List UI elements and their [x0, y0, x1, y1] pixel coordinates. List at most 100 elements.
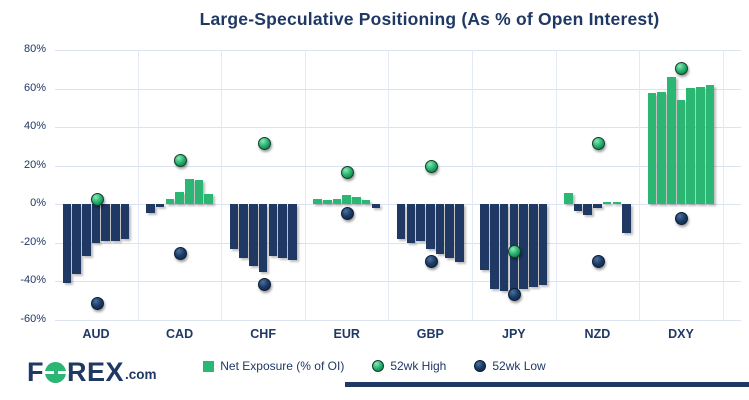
- bar-gbp-2: [406, 204, 416, 243]
- legend: Net Exposure (% of OI) 52wk High 52wk Lo…: [0, 359, 749, 373]
- dot-52wk-high-nzd: [591, 137, 605, 151]
- bar-jpy-1: [480, 204, 490, 270]
- legend-label-52wk-low: 52wk Low: [492, 359, 546, 373]
- category-separator: [472, 50, 474, 320]
- dot-52wk-high-jpy: [508, 245, 522, 259]
- bar-gbp-7: [455, 204, 464, 263]
- bar-nzd-3: [583, 204, 592, 215]
- forex-logo: F REX .com: [27, 359, 157, 386]
- category-separator: [137, 50, 139, 320]
- bar-aud-5: [101, 204, 110, 241]
- legend-item-52wk-high: 52wk High: [372, 359, 446, 373]
- bar-nzd-1: [564, 192, 573, 205]
- logo-suffix: .com: [125, 367, 157, 382]
- x-axis-label-nzd: NZD: [584, 327, 611, 341]
- x-axis-label-jpy: JPY: [502, 327, 526, 341]
- bar-eur-3: [332, 198, 342, 205]
- y-tick-label: 80%: [23, 43, 46, 55]
- 52wk-low-marker-icon: [474, 360, 487, 372]
- bar-aud-7: [120, 204, 130, 239]
- bar-aud-6: [111, 204, 120, 241]
- bar-chf-4: [258, 204, 268, 272]
- bar-dxy-6: [696, 86, 705, 205]
- category-separator: [722, 50, 724, 320]
- x-axis-label-aud: AUD: [82, 327, 110, 341]
- gridline: [55, 50, 741, 51]
- x-axis-label-gbp: GBP: [416, 327, 444, 341]
- bar-gbp-5: [435, 204, 445, 255]
- bar-dxy-7: [705, 84, 715, 205]
- category-separator: [304, 50, 306, 320]
- bar-chf-6: [278, 204, 287, 259]
- bar-gbp-1: [396, 204, 406, 239]
- legend-label-52wk-high: 52wk High: [390, 359, 447, 373]
- category-separator: [221, 50, 223, 320]
- bar-cad-1: [146, 204, 155, 213]
- bar-eur-2: [323, 200, 332, 205]
- bar-dxy-5: [686, 87, 695, 205]
- bar-cad-6: [194, 180, 204, 205]
- gridline: [55, 320, 741, 321]
- bar-aud-4: [91, 204, 101, 243]
- dot-52wk-low-jpy: [508, 287, 522, 301]
- dot-52wk-high-chf: [257, 137, 271, 151]
- bar-chf-7: [287, 204, 297, 261]
- bar-chf-3: [249, 204, 258, 266]
- bar-cad-4: [175, 191, 184, 205]
- bar-aud-2: [72, 204, 81, 274]
- bar-eur-6: [361, 200, 371, 205]
- dot-52wk-low-chf: [257, 277, 271, 291]
- bar-aud-1: [62, 204, 72, 284]
- forex-o-stem: [53, 370, 58, 374]
- dot-52wk-low-gbp: [424, 254, 438, 268]
- category-separator: [388, 50, 390, 320]
- chart-title: Large-Speculative Positioning (As % of O…: [199, 9, 660, 29]
- bar-chf-1: [229, 204, 239, 249]
- bar-jpy-2: [490, 204, 499, 290]
- y-tick-label: -20%: [20, 235, 46, 248]
- bar-dxy-2: [657, 92, 666, 205]
- y-tick-label: 40%: [23, 120, 46, 133]
- bar-cad-2: [155, 204, 165, 208]
- bar-eur-7: [371, 204, 381, 209]
- bar-chf-2: [239, 204, 249, 259]
- y-tick-label: -60%: [20, 313, 46, 325]
- gridline: [55, 88, 741, 90]
- bar-gbp-6: [445, 204, 454, 259]
- bar-eur-4: [342, 194, 351, 205]
- bar-eur-1: [313, 199, 322, 205]
- bar-nzd-2: [573, 204, 583, 212]
- dot-52wk-low-dxy: [675, 212, 689, 226]
- logo-letters-rex: REX: [67, 357, 125, 387]
- gridline: [55, 127, 741, 129]
- gridline: [55, 242, 741, 244]
- bar-dxy-4: [676, 100, 686, 205]
- bar-dxy-3: [666, 77, 676, 205]
- bar-jpy-3: [499, 204, 509, 292]
- x-axis-label-chf: CHF: [250, 327, 276, 341]
- dot-52wk-low-nzd: [591, 254, 605, 268]
- category-separator: [639, 50, 641, 320]
- dot-52wk-low-cad: [174, 247, 188, 260]
- bar-cad-7: [204, 193, 213, 205]
- bar-gbp-3: [416, 204, 425, 241]
- dot-52wk-low-aud: [90, 297, 104, 311]
- legend-item-net-exposure: Net Exposure (% of OI): [203, 359, 344, 373]
- bar-dxy-1: [647, 93, 657, 205]
- bar-gbp-4: [425, 204, 435, 249]
- bar-cad-3: [165, 198, 175, 205]
- x-axis-label-cad: CAD: [166, 327, 194, 341]
- bar-jpy-5: [519, 204, 528, 290]
- gridline: [55, 281, 741, 283]
- category-separator: [555, 50, 557, 320]
- dot-52wk-high-gbp: [424, 160, 438, 174]
- bar-nzd-5: [602, 202, 612, 205]
- dot-52wk-high-dxy: [675, 61, 689, 75]
- legend-label-net-exposure: Net Exposure (% of OI): [220, 359, 345, 373]
- x-axis-label-eur: EUR: [333, 327, 360, 341]
- forex-o-icon: [43, 362, 69, 383]
- net-exposure-swatch-icon: [203, 360, 215, 372]
- y-tick-label: -40%: [20, 274, 46, 287]
- x-axis-label-dxy: DXY: [668, 327, 694, 341]
